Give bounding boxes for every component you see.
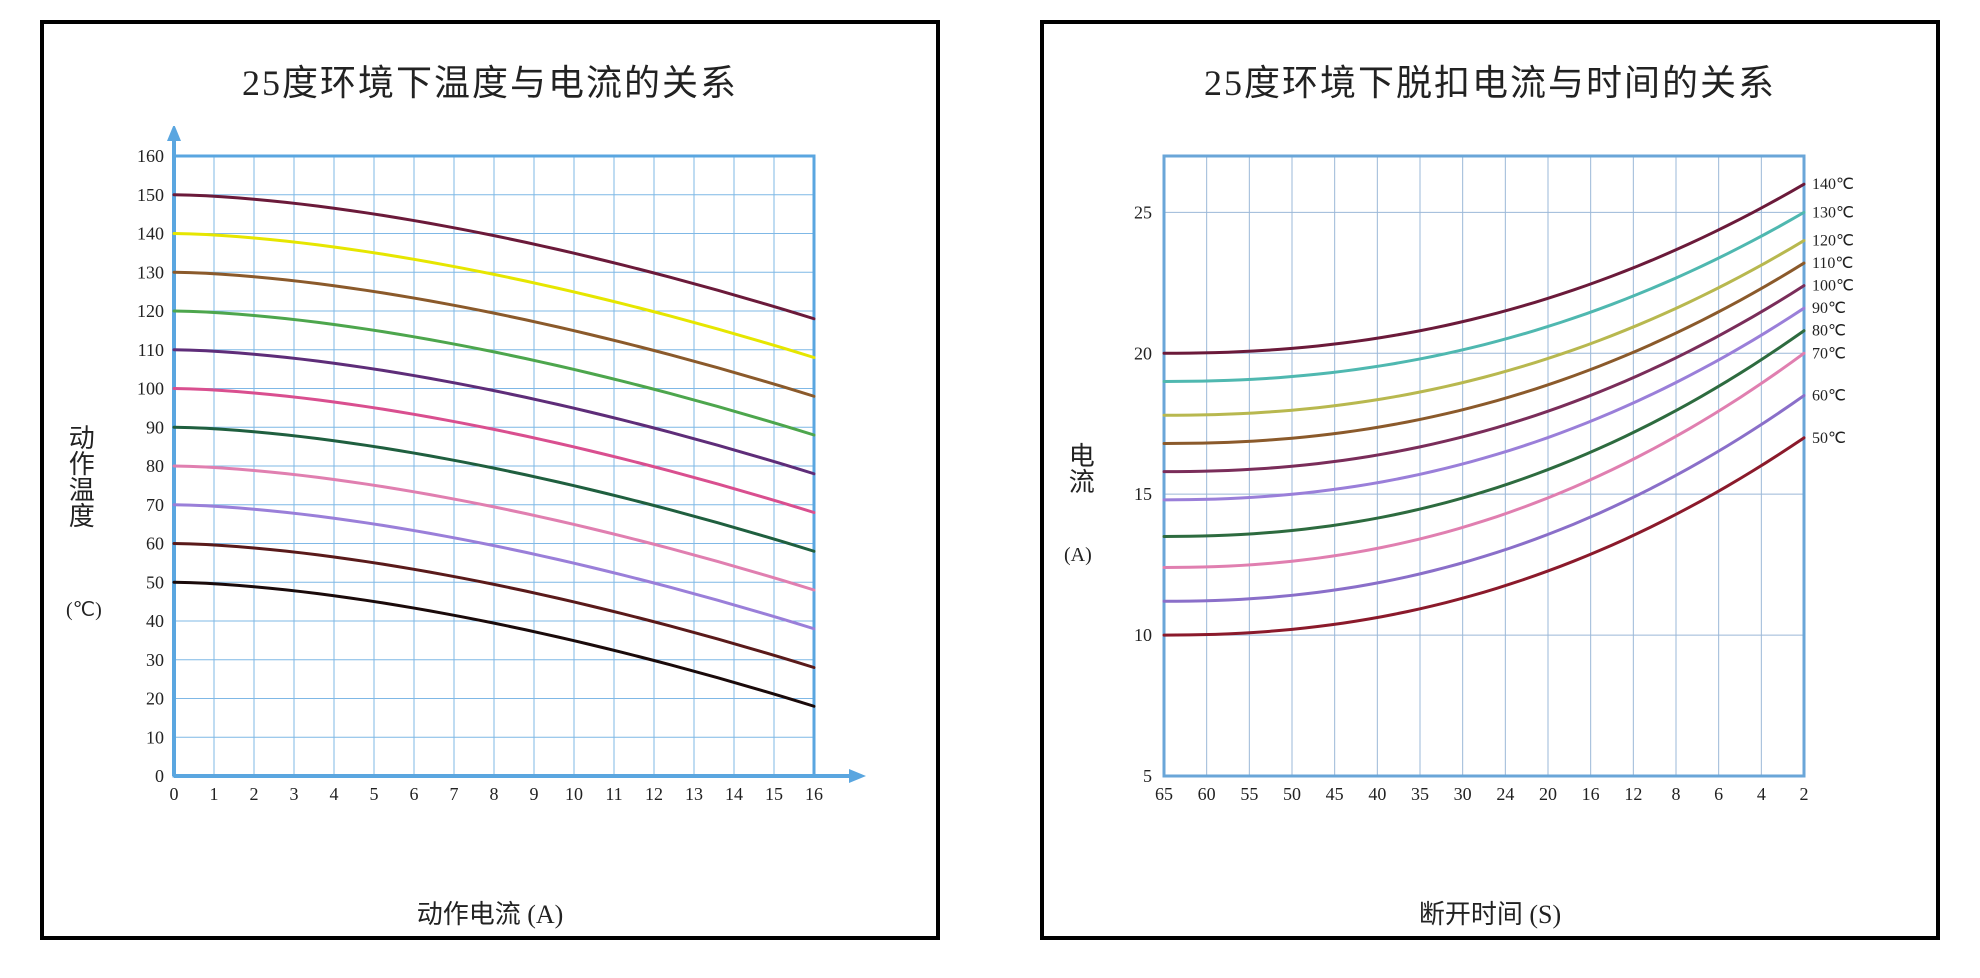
svg-text:45: 45 bbox=[1326, 784, 1344, 804]
svg-text:4: 4 bbox=[1757, 784, 1766, 804]
svg-text:0: 0 bbox=[155, 766, 164, 786]
svg-text:50℃: 50℃ bbox=[1812, 430, 1846, 447]
svg-text:5: 5 bbox=[1143, 766, 1152, 786]
svg-text:30: 30 bbox=[146, 650, 164, 670]
svg-text:130: 130 bbox=[137, 262, 164, 282]
right-x-axis-label: 断开时间 (S) bbox=[1064, 894, 1916, 931]
right-chart-svg: 6560555045403530242016128642510152025140… bbox=[1064, 126, 1904, 846]
svg-text:20: 20 bbox=[146, 689, 164, 709]
svg-text:1: 1 bbox=[210, 784, 219, 804]
svg-text:8: 8 bbox=[490, 784, 499, 804]
left-x-axis-label: 动作电流 (A) bbox=[64, 894, 916, 931]
svg-text:12: 12 bbox=[1624, 784, 1642, 804]
svg-text:120: 120 bbox=[137, 301, 164, 321]
left-chart-title: 25度环境下温度与电流的关系 bbox=[64, 54, 916, 106]
svg-text:13: 13 bbox=[685, 784, 703, 804]
svg-text:7: 7 bbox=[450, 784, 459, 804]
svg-text:55: 55 bbox=[1240, 784, 1258, 804]
svg-text:12: 12 bbox=[645, 784, 663, 804]
svg-text:90℃: 90℃ bbox=[1812, 300, 1846, 317]
svg-text:130℃: 130℃ bbox=[1812, 204, 1854, 221]
svg-text:24: 24 bbox=[1496, 784, 1514, 804]
svg-text:90: 90 bbox=[146, 417, 164, 437]
left-y-axis-unit: (℃) bbox=[66, 597, 102, 622]
right-chart-area: 电流 (A) 656055504540353024201612864251015… bbox=[1064, 126, 1916, 886]
svg-text:9: 9 bbox=[530, 784, 539, 804]
svg-text:60: 60 bbox=[1198, 784, 1216, 804]
svg-text:2: 2 bbox=[250, 784, 259, 804]
svg-text:80: 80 bbox=[146, 456, 164, 476]
svg-text:120℃: 120℃ bbox=[1812, 233, 1854, 250]
svg-text:100℃: 100℃ bbox=[1812, 278, 1854, 295]
right-chart-title: 25度环境下脱扣电流与时间的关系 bbox=[1064, 54, 1916, 106]
svg-text:10: 10 bbox=[146, 727, 164, 747]
svg-text:60: 60 bbox=[146, 534, 164, 554]
svg-text:0: 0 bbox=[170, 784, 179, 804]
svg-text:15: 15 bbox=[1134, 484, 1152, 504]
svg-text:70℃: 70℃ bbox=[1812, 345, 1846, 362]
svg-text:11: 11 bbox=[605, 784, 622, 804]
svg-text:100: 100 bbox=[137, 379, 164, 399]
svg-text:150: 150 bbox=[137, 185, 164, 205]
right-chart-panel: 25度环境下脱扣电流与时间的关系 电流 (A) 6560555045403530… bbox=[1040, 20, 1940, 940]
svg-text:50: 50 bbox=[1283, 784, 1301, 804]
svg-text:6: 6 bbox=[410, 784, 419, 804]
left-chart-svg: 0123456789101112131415160102030405060708… bbox=[64, 126, 904, 846]
right-y-axis-unit: (A) bbox=[1064, 544, 1092, 567]
svg-text:160: 160 bbox=[137, 146, 164, 166]
right-y-axis-label: 电流 bbox=[1064, 442, 1095, 494]
svg-text:8: 8 bbox=[1672, 784, 1681, 804]
svg-text:10: 10 bbox=[1134, 625, 1152, 645]
svg-text:4: 4 bbox=[330, 784, 339, 804]
svg-text:5: 5 bbox=[370, 784, 379, 804]
left-chart-area: 动作温度 (℃) 0123456789101112131415160102030… bbox=[64, 126, 916, 886]
page: 25度环境下温度与电流的关系 动作温度 (℃) 0123456789101112… bbox=[0, 0, 1980, 978]
svg-text:14: 14 bbox=[725, 784, 743, 804]
svg-text:3: 3 bbox=[290, 784, 299, 804]
svg-text:6: 6 bbox=[1714, 784, 1723, 804]
svg-text:25: 25 bbox=[1134, 202, 1152, 222]
svg-text:10: 10 bbox=[565, 784, 583, 804]
svg-text:60℃: 60℃ bbox=[1812, 388, 1846, 405]
svg-text:35: 35 bbox=[1411, 784, 1429, 804]
left-y-axis-label: 动作温度 bbox=[64, 424, 95, 528]
svg-text:110: 110 bbox=[138, 340, 164, 360]
svg-text:50: 50 bbox=[146, 572, 164, 592]
svg-text:80℃: 80℃ bbox=[1812, 323, 1846, 340]
svg-text:2: 2 bbox=[1800, 784, 1809, 804]
svg-text:16: 16 bbox=[1582, 784, 1600, 804]
svg-text:110℃: 110℃ bbox=[1812, 255, 1853, 272]
svg-text:20: 20 bbox=[1134, 343, 1152, 363]
svg-text:70: 70 bbox=[146, 495, 164, 515]
svg-text:40: 40 bbox=[146, 611, 164, 631]
svg-text:16: 16 bbox=[805, 784, 823, 804]
svg-text:40: 40 bbox=[1368, 784, 1386, 804]
svg-text:30: 30 bbox=[1454, 784, 1472, 804]
svg-text:15: 15 bbox=[765, 784, 783, 804]
svg-text:65: 65 bbox=[1155, 784, 1173, 804]
svg-text:20: 20 bbox=[1539, 784, 1557, 804]
left-chart-panel: 25度环境下温度与电流的关系 动作温度 (℃) 0123456789101112… bbox=[40, 20, 940, 940]
svg-text:140℃: 140℃ bbox=[1812, 176, 1854, 193]
svg-text:140: 140 bbox=[137, 224, 164, 244]
